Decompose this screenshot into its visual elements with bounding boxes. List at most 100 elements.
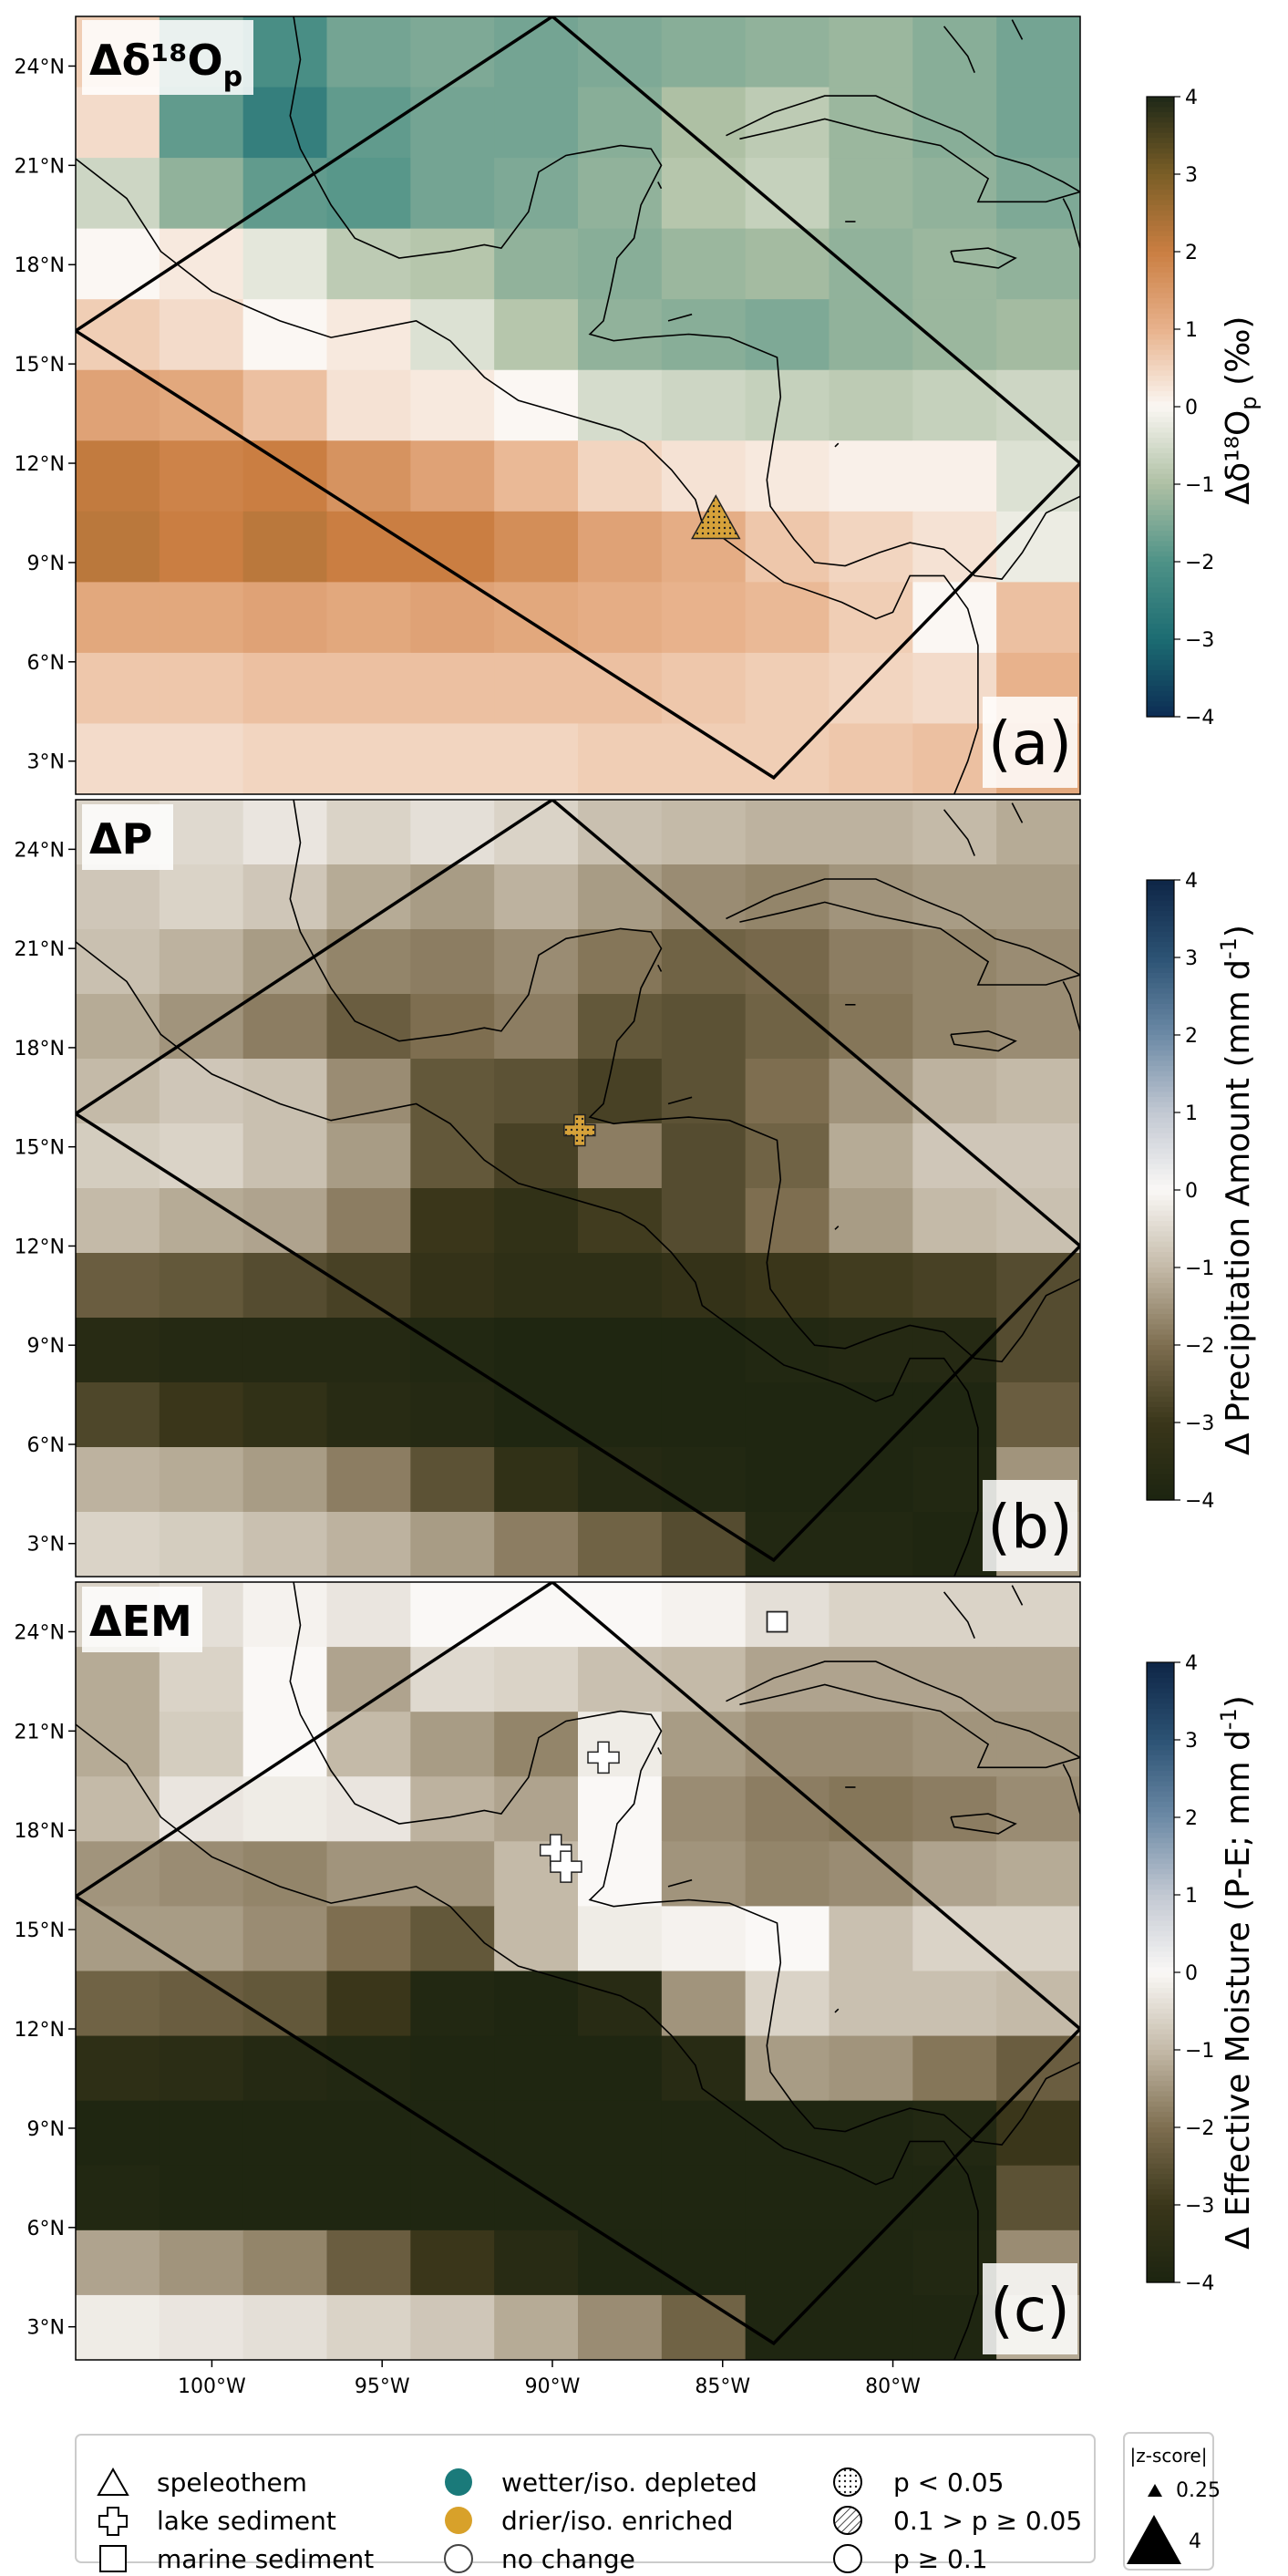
heatmap-cell (410, 1906, 495, 1972)
panel-label-box (983, 697, 1077, 788)
map-frame (75, 799, 1081, 1578)
heatmap-cell (410, 1059, 495, 1124)
colorbar-segment (1147, 686, 1174, 692)
heatmap-cell (76, 87, 160, 159)
coastline-segment (834, 1226, 840, 1230)
heatmap-cell (745, 1447, 830, 1513)
heatmap-cell (494, 2100, 579, 2167)
heatmap-cell (494, 2229, 579, 2296)
heatmap-cell (326, 1906, 411, 1972)
colorbar-segment (1147, 1412, 1174, 1418)
heatmap-cell (159, 1906, 244, 1972)
colorbar-segment (1147, 1474, 1174, 1480)
proxy-markers (539, 1610, 788, 1883)
colorbar-segment (1147, 205, 1174, 212)
heatmap-cell (242, 2229, 328, 2296)
heatmap-cell (912, 1253, 997, 1319)
heatmap-cell (410, 723, 495, 794)
coastline-segment (657, 1747, 663, 1755)
heatmap-cell (326, 1776, 411, 1842)
heatmap-cells (76, 16, 1080, 794)
colorbar-segment (1147, 2189, 1174, 2196)
heatmap-cell (578, 1318, 663, 1383)
colorbar-segment (1147, 2019, 1174, 2025)
heatmap-cell (159, 158, 244, 230)
y-tick-labels: 3°N 6°N 9°N 12°N 15°N 18°N 21°N 24°N (15, 1621, 76, 2340)
heatmap-cell (326, 299, 411, 371)
colorbar-tick-label: −3 (1185, 629, 1214, 652)
colorbar-segment (1147, 1817, 1174, 1824)
legend-dotted-circle-icon (833, 2467, 862, 2497)
heatmap-cell (326, 1188, 411, 1254)
coastline-segment (76, 1723, 979, 2360)
colorbar-segment (1147, 2194, 1174, 2200)
heatmap-cell (745, 440, 830, 512)
panel-b: 3°N6°N9°N12°N15°N18°N21°N24°N ΔP (b) −4−… (15, 799, 1257, 1578)
colorbar-segment (1147, 1833, 1174, 1839)
colorbar-segment (1147, 2246, 1174, 2252)
heatmap-cell (410, 2294, 495, 2360)
heatmap-cell (326, 994, 411, 1060)
heatmap-cell (578, 1382, 663, 1448)
heatmap-cell (326, 1123, 411, 1189)
colorbar-segment (1147, 1961, 1174, 1968)
colorbar-segment (1147, 2029, 1174, 2035)
coastline-segment (76, 158, 979, 794)
colorbar-segment (1147, 1055, 1174, 1061)
heatmap-cell (996, 1188, 1080, 1254)
colorbar-segment (1147, 1205, 1174, 1212)
heatmap-cell (745, 511, 830, 583)
heatmap-cell (578, 1188, 663, 1254)
colorbar-segment (1147, 2034, 1174, 2041)
colorbar-segment (1147, 463, 1174, 470)
colorbar-segment (1147, 2174, 1174, 2180)
heatmap-cell (76, 723, 160, 794)
heatmap-cell (159, 723, 244, 794)
heatmap-cell (326, 652, 411, 725)
coastline-segment (76, 941, 979, 1577)
heatmap-cell (494, 1188, 579, 1254)
colorbar-segment (1147, 1071, 1174, 1077)
colorbar-segment (1147, 1982, 1174, 1989)
colorbar-segment (1147, 1469, 1174, 1475)
heatmap-cell (410, 994, 495, 1060)
heatmap-cell (76, 652, 160, 725)
heatmap-cell (242, 800, 328, 865)
colorbar-segment (1147, 1035, 1174, 1041)
heatmap-cell (410, 440, 495, 512)
heatmap-cell (578, 440, 663, 512)
heatmap-cell (829, 158, 913, 230)
colorbar-segment (1147, 2178, 1174, 2185)
colorbar-segment (1147, 1257, 1174, 1263)
colorbar-segment (1147, 1458, 1174, 1464)
heatmap-cell (578, 2035, 663, 2102)
heatmap-cell (829, 1971, 913, 2037)
colorbar-segment (1147, 1672, 1174, 1679)
colorbar-tick-label: 1 (1185, 1102, 1198, 1125)
coastline-segment (943, 809, 975, 856)
colorbar-segment (1147, 624, 1174, 630)
heatmap-cell (410, 1447, 495, 1513)
heatmap-cell (410, 1647, 495, 1712)
colorbar-segment (1147, 489, 1174, 495)
heatmap-cell (494, 511, 579, 583)
heatmap-cell (159, 1188, 244, 1254)
y-tick-label: 24°N (15, 839, 65, 862)
colorbar-segment (1147, 1967, 1174, 1973)
heatmap-cell (494, 1776, 579, 1842)
heatmap-cell (242, 1647, 328, 1712)
heatmap-cell (326, 158, 411, 230)
colorbar-segment (1147, 2081, 1174, 2087)
colorbar-segment (1147, 1169, 1174, 1175)
colorbar-segment (1147, 1210, 1174, 1216)
heatmap-cell (410, 1253, 495, 1319)
colorbar-segment (1147, 993, 1174, 999)
heatmap-cell (996, 994, 1080, 1060)
colorbar-segment (1147, 1485, 1174, 1491)
colorbar-segment (1147, 1941, 1174, 1948)
colorbar-segment (1147, 417, 1174, 423)
colorbar-segment (1147, 1771, 1174, 1777)
legend-label: speleothem (157, 2467, 307, 2498)
colorbar-segment (1147, 1376, 1174, 1382)
heatmap-cell (829, 1382, 913, 1448)
